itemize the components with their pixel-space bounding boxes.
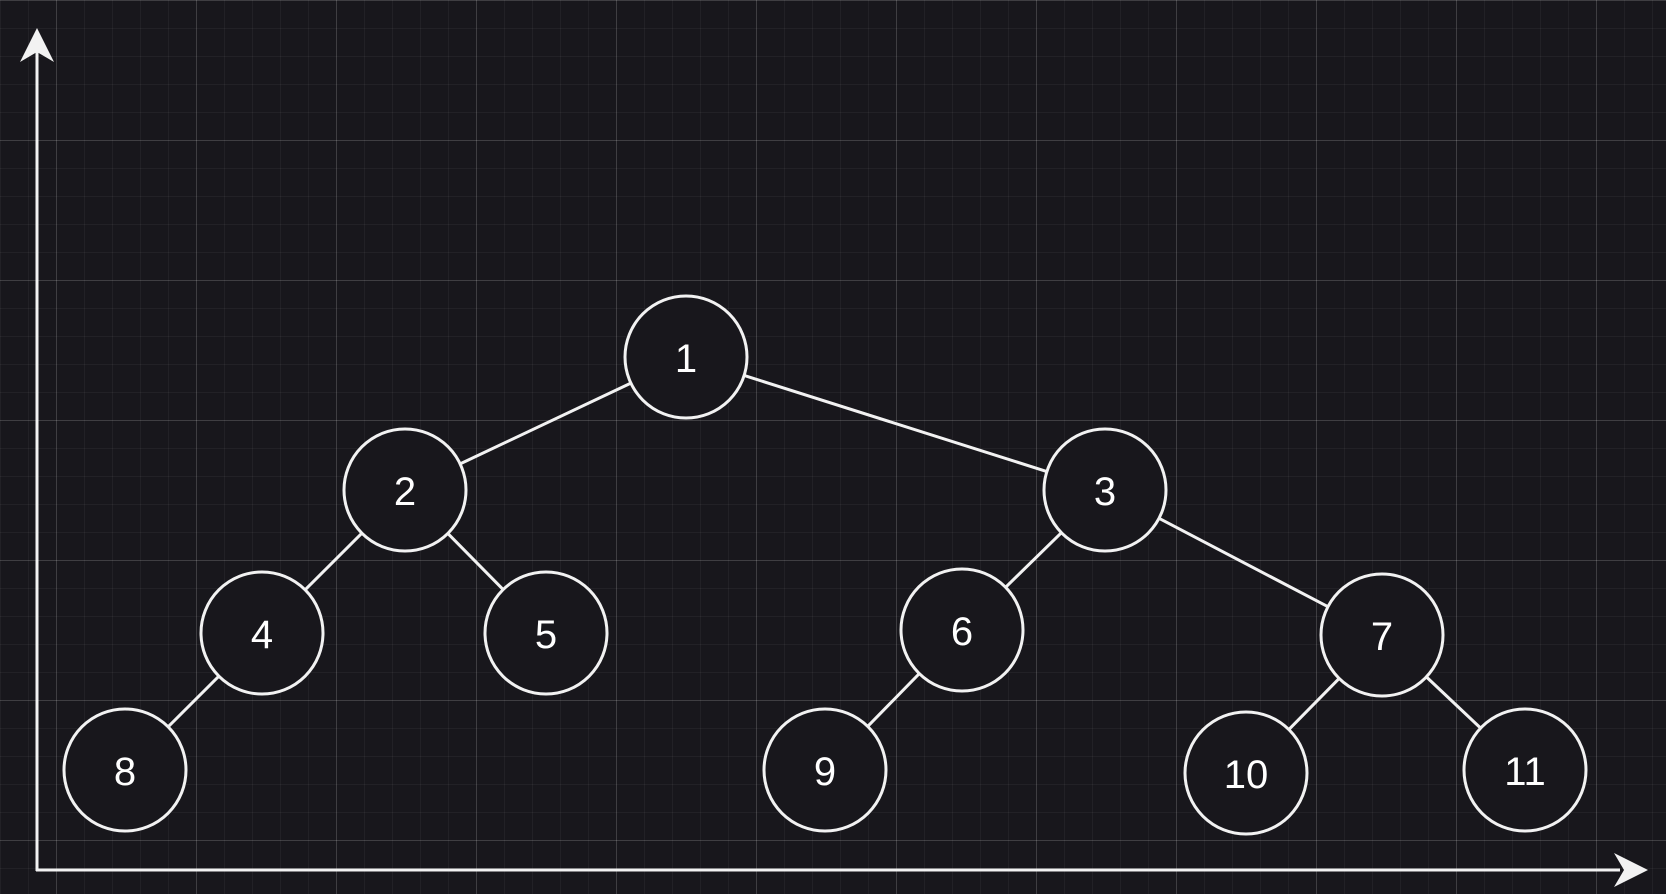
node-label: 9: [814, 750, 836, 794]
node-label: 8: [114, 750, 136, 794]
edge-3-6: [1004, 531, 1063, 589]
tree-node-10: 10: [1183, 710, 1309, 836]
node-label: 11: [1504, 750, 1546, 794]
tree-node-4: 4: [199, 570, 325, 696]
edges: [167, 374, 1482, 731]
node-label: 1: [675, 337, 697, 381]
edge-6-9: [866, 672, 921, 728]
edge-7-11: [1425, 675, 1482, 730]
node-circle: [623, 294, 749, 420]
node-label: 7: [1371, 615, 1393, 659]
edge-1-3: [743, 374, 1048, 473]
node-label: 5: [535, 613, 557, 657]
edge-3-7: [1158, 516, 1329, 609]
node-circle: [1319, 572, 1445, 698]
edge-7-10: [1287, 677, 1341, 731]
node-circle: [1042, 427, 1168, 553]
node-circle: [762, 707, 888, 833]
edge-2-4: [304, 532, 363, 591]
edge-2-5: [446, 532, 505, 591]
axes: [20, 28, 1648, 887]
tree-node-7: 7: [1319, 572, 1445, 698]
tree-node-6: 6: [899, 567, 1025, 693]
node-label: 10: [1224, 753, 1269, 797]
edge-1-2: [459, 381, 632, 466]
x-axis-arrow-icon: [1614, 853, 1648, 887]
tree-node-9: 9: [762, 707, 888, 833]
tree-node-8: 8: [62, 707, 188, 833]
y-axis-arrow-icon: [20, 28, 54, 62]
node-label: 6: [951, 610, 973, 654]
node-circle: [62, 707, 188, 833]
tree-node-11: 11: [1462, 707, 1588, 833]
node-circle: [483, 570, 609, 696]
node-circle: [199, 570, 325, 696]
node-label: 4: [251, 613, 273, 657]
nodes: 1 2 3 4 5 6 7 8 9 10 11: [62, 294, 1588, 836]
tree-node-3: 3: [1042, 427, 1168, 553]
edge-4-8: [167, 675, 220, 728]
node-label: 2: [394, 470, 416, 514]
tree-node-5: 5: [483, 570, 609, 696]
tree-node-2: 2: [342, 427, 468, 553]
node-circle: [1462, 707, 1588, 833]
node-circle: [342, 427, 468, 553]
node-circle: [899, 567, 1025, 693]
node-circle: [1183, 710, 1309, 836]
tree-node-1: 1: [623, 294, 749, 420]
node-label: 3: [1094, 470, 1116, 514]
